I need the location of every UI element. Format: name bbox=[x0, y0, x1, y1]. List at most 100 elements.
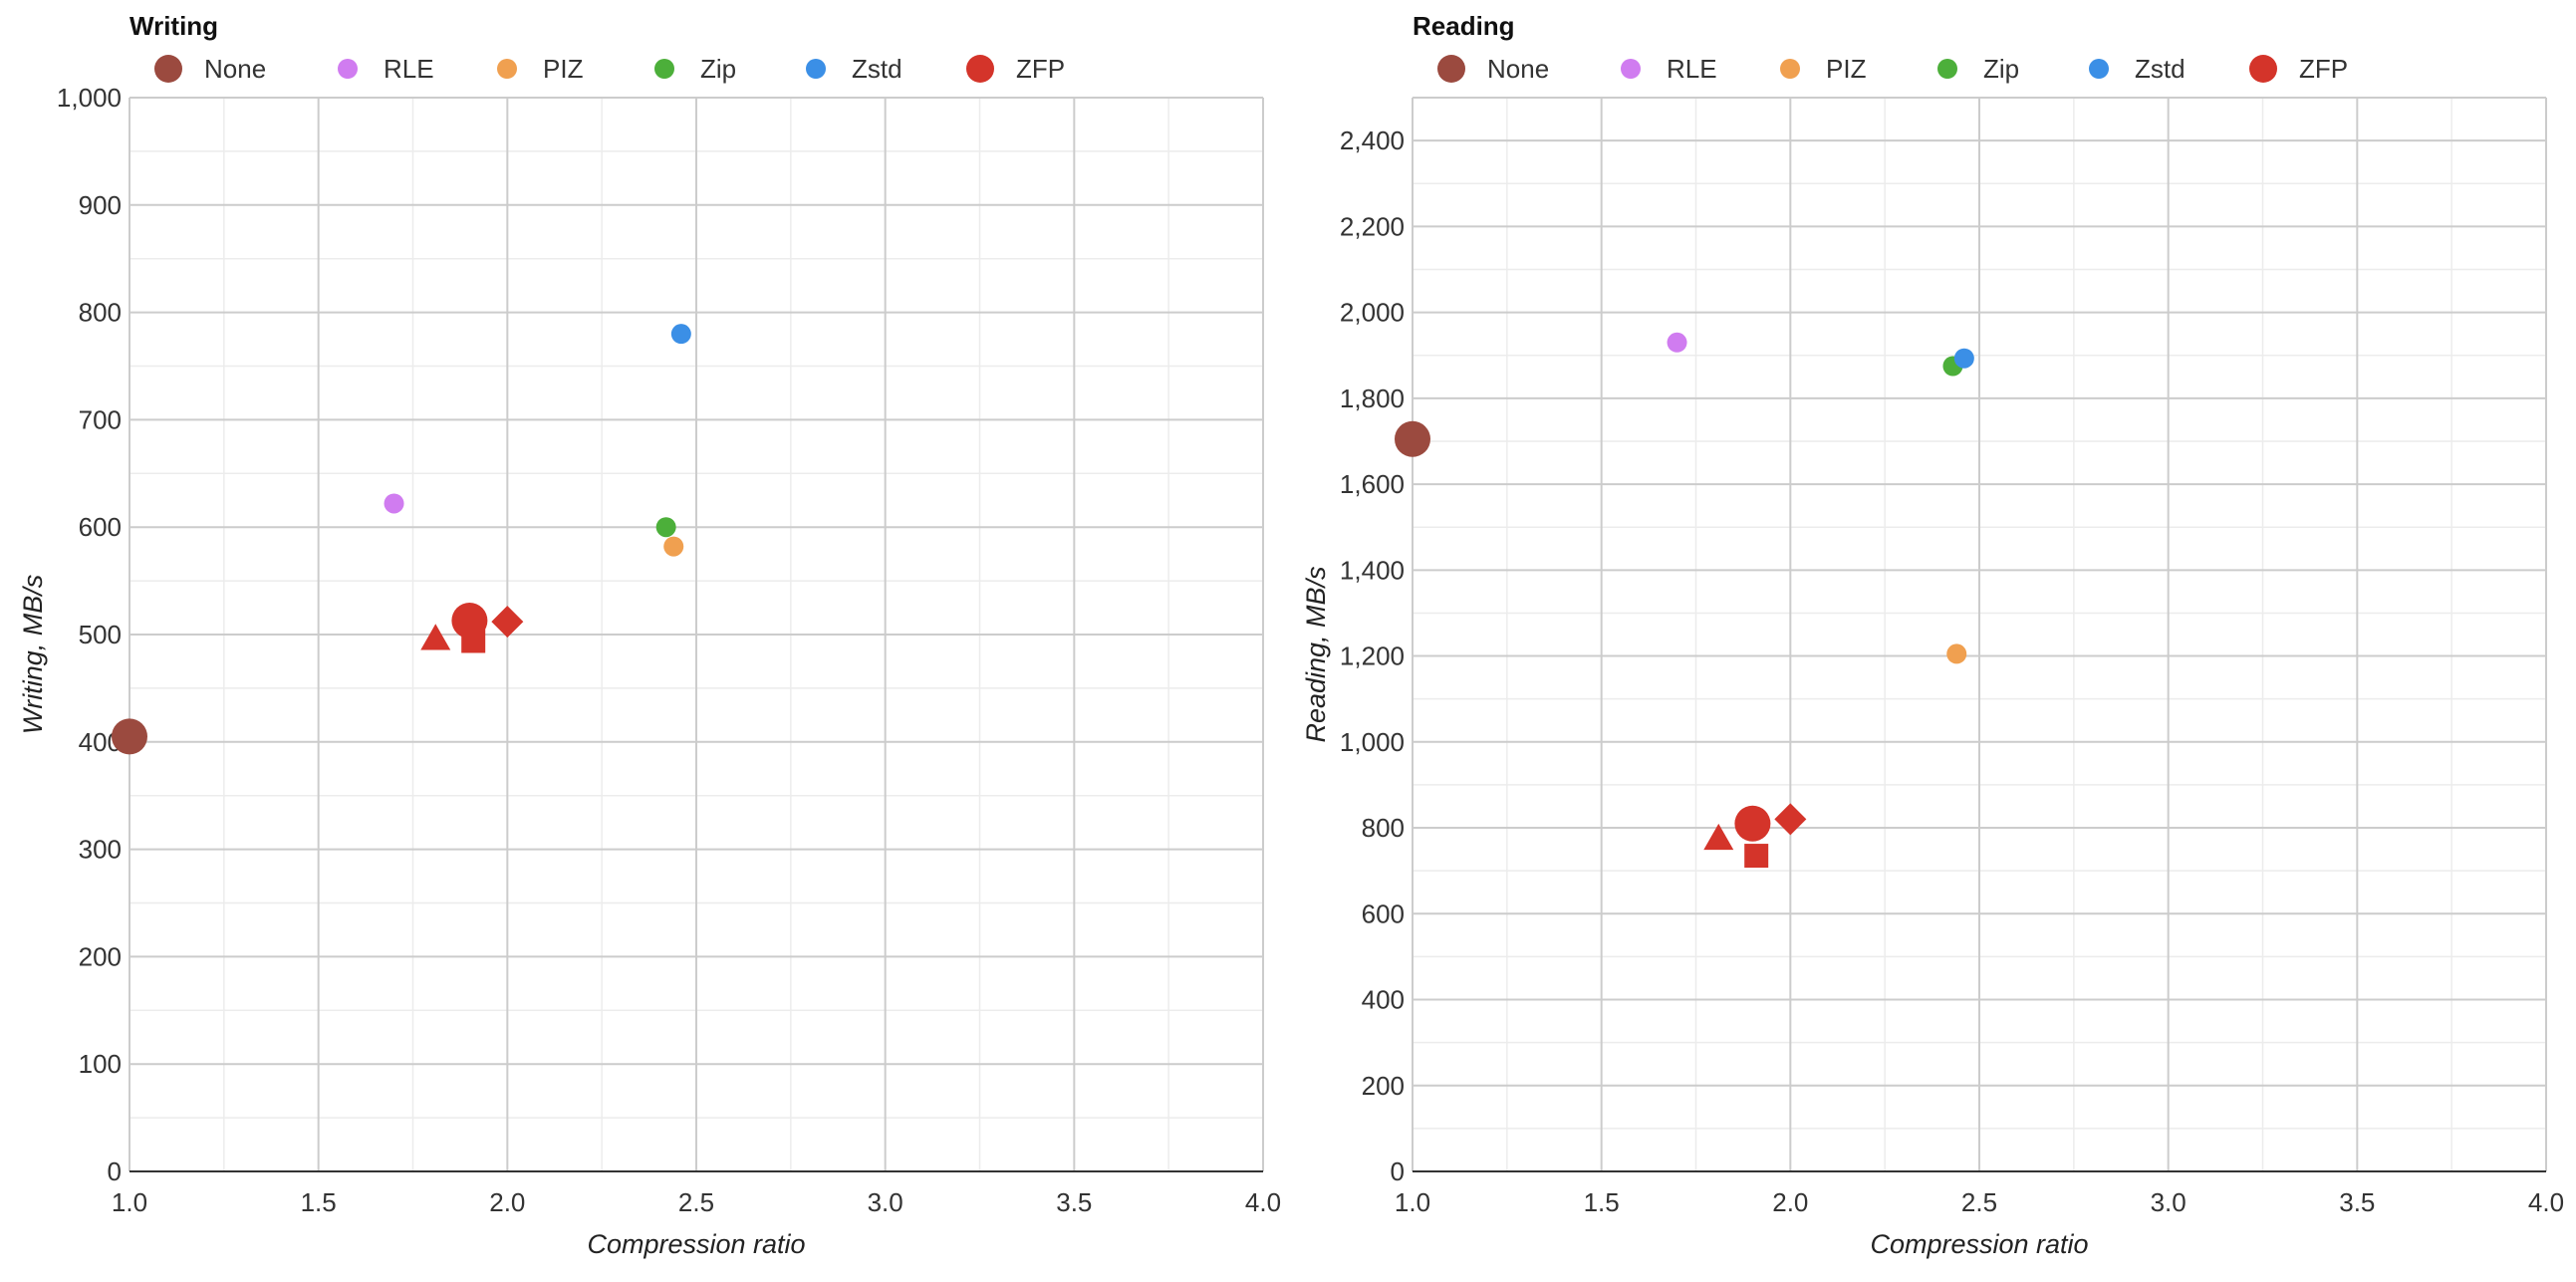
y-tick-label: 0 bbox=[108, 1156, 122, 1186]
y-tick-label: 2,400 bbox=[1340, 126, 1405, 155]
legend-item-piz[interactable]: PIZ bbox=[1780, 54, 1867, 84]
legend-marker bbox=[497, 59, 517, 79]
y-tick-label: 0 bbox=[1391, 1156, 1405, 1186]
point-none bbox=[1395, 420, 1430, 457]
y-tick-label: 300 bbox=[79, 835, 122, 865]
x-axis-title: Compression ratio bbox=[1870, 1229, 2088, 1259]
legend-marker bbox=[2089, 59, 2109, 79]
y-tick-label: 200 bbox=[1362, 1071, 1405, 1101]
legend-label: RLE bbox=[384, 54, 434, 84]
legend-marker bbox=[654, 59, 674, 79]
x-tick-label: 1.0 bbox=[1395, 1187, 1430, 1217]
major-grid-1 bbox=[1412, 97, 2547, 1172]
x-tick-label: 3.5 bbox=[2339, 1187, 2375, 1217]
legend-item-zip[interactable]: Zip bbox=[1937, 54, 2019, 84]
y-tick-label: 1,400 bbox=[1340, 555, 1405, 585]
legend-item-zstd[interactable]: Zstd bbox=[2089, 54, 2186, 84]
y-tick-label: 800 bbox=[1362, 813, 1405, 843]
y-tick-label: 1,000 bbox=[57, 83, 122, 113]
y-tick-label: 2,200 bbox=[1340, 211, 1405, 241]
point-zfp bbox=[420, 624, 451, 650]
point-zstd bbox=[670, 324, 691, 345]
y-tick-label: 1,200 bbox=[1340, 641, 1405, 671]
y-tick-label: 800 bbox=[79, 298, 122, 328]
point-zfp bbox=[1744, 844, 1769, 869]
legend-label: ZFP bbox=[1016, 54, 1065, 84]
y-tick-label: 500 bbox=[79, 620, 122, 649]
legend-label: Zip bbox=[1983, 54, 2019, 84]
legend-marker bbox=[2249, 55, 2277, 83]
x-tick-label: 2.0 bbox=[489, 1187, 525, 1217]
legend-label: ZFP bbox=[2299, 54, 2348, 84]
y-tick-label: 2,000 bbox=[1340, 298, 1405, 328]
point-zfp bbox=[461, 629, 486, 653]
legend-item-zstd[interactable]: Zstd bbox=[806, 54, 902, 84]
legend-item-piz[interactable]: PIZ bbox=[497, 54, 584, 84]
point-zfp bbox=[1703, 823, 1734, 851]
point-zfp bbox=[491, 606, 524, 639]
y-tick-label: 600 bbox=[79, 512, 122, 542]
legend-0[interactable]: None RLE PIZ Zip Zstd ZFP bbox=[154, 54, 1065, 84]
point-piz bbox=[1946, 643, 1967, 664]
x-tick-label: 3.5 bbox=[1056, 1187, 1092, 1217]
y-tick-label: 1,600 bbox=[1340, 469, 1405, 499]
y-tick-label: 400 bbox=[1362, 985, 1405, 1015]
major-grid-0 bbox=[129, 97, 1264, 1172]
legend-marker bbox=[1621, 59, 1641, 79]
chart-panel-0: 1.0 1.5 2.0 2.5 3.0 3.5 4.00100200300400500600… bbox=[18, 11, 1281, 1259]
x-tick-label: 1.5 bbox=[1584, 1187, 1620, 1217]
y-axis-title: Reading, MB/s bbox=[1301, 566, 1331, 742]
x-tick-label: 1.0 bbox=[112, 1187, 147, 1217]
y-tick-label: 900 bbox=[79, 190, 122, 220]
legend-marker bbox=[1937, 59, 1957, 79]
legend-label: PIZ bbox=[543, 54, 584, 84]
chart-title: Writing bbox=[129, 11, 218, 41]
legend-item-none[interactable]: None bbox=[1437, 54, 1549, 84]
x-tick-label: 2.5 bbox=[678, 1187, 714, 1217]
legend-marker bbox=[154, 55, 182, 83]
legend-marker bbox=[1780, 59, 1800, 79]
y-tick-label: 700 bbox=[79, 404, 122, 434]
x-tick-label: 4.0 bbox=[2528, 1187, 2564, 1217]
y-tick-label: 1,800 bbox=[1340, 384, 1405, 413]
legend-label: Zip bbox=[700, 54, 736, 84]
legend-marker bbox=[966, 55, 994, 83]
point-none bbox=[112, 718, 147, 755]
x-tick-label: 3.0 bbox=[868, 1187, 903, 1217]
y-tick-label: 200 bbox=[79, 941, 122, 971]
point-zfp bbox=[1774, 803, 1807, 836]
legend-item-zip[interactable]: Zip bbox=[654, 54, 736, 84]
data-points-0 bbox=[112, 324, 691, 755]
point-rle bbox=[384, 493, 404, 514]
chart-panel-1: 1.0 1.5 2.0 2.5 3.0 3.5 4.0 0 200 400 600 800 1,000 1… bbox=[1301, 11, 2564, 1259]
x-tick-label: 1.5 bbox=[301, 1187, 337, 1217]
point-zip bbox=[655, 517, 676, 538]
y-tick-label: 1,000 bbox=[1340, 727, 1405, 757]
legend-marker bbox=[338, 59, 358, 79]
legend-1[interactable]: None RLE PIZ Zip Zstd ZFP bbox=[1437, 54, 2348, 84]
legend-item-rle[interactable]: RLE bbox=[338, 54, 434, 84]
legend-item-zfp[interactable]: ZFP bbox=[2249, 54, 2348, 84]
x-axis-title: Compression ratio bbox=[587, 1229, 805, 1259]
y-tick-label: 100 bbox=[79, 1049, 122, 1079]
x-tick-label: 3.0 bbox=[2151, 1187, 2187, 1217]
legend-label: None bbox=[204, 54, 266, 84]
legend-marker bbox=[1437, 55, 1465, 83]
legend-label: Zstd bbox=[2135, 54, 2186, 84]
point-zstd bbox=[1953, 348, 1974, 369]
legend-item-zfp[interactable]: ZFP bbox=[966, 54, 1065, 84]
legend-label: None bbox=[1487, 54, 1549, 84]
legend-item-none[interactable]: None bbox=[154, 54, 266, 84]
point-zfp bbox=[1734, 805, 1771, 842]
point-piz bbox=[663, 536, 684, 557]
legend-label: RLE bbox=[1667, 54, 1717, 84]
x-tick-label: 2.0 bbox=[1772, 1187, 1808, 1217]
y-tick-label: 600 bbox=[1362, 898, 1405, 928]
x-tick-label: 2.5 bbox=[1961, 1187, 1997, 1217]
legend-item-rle[interactable]: RLE bbox=[1621, 54, 1717, 84]
data-points-1 bbox=[1395, 332, 1974, 869]
chart-title: Reading bbox=[1413, 11, 1515, 41]
y-axis-title: Writing, MB/s bbox=[18, 575, 48, 735]
legend-label: Zstd bbox=[852, 54, 902, 84]
